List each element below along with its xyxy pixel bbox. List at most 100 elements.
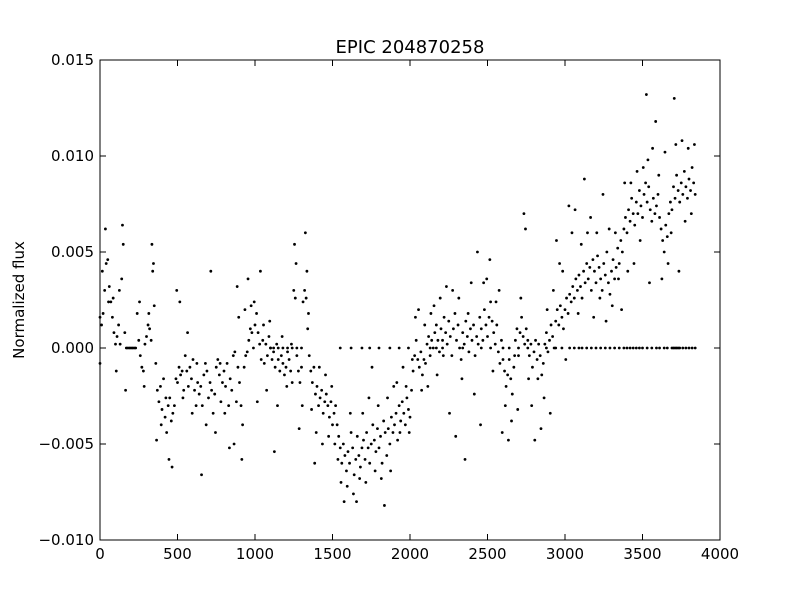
data-point xyxy=(285,385,289,388)
data-point xyxy=(355,500,358,503)
data-point xyxy=(231,354,235,358)
data-point xyxy=(410,388,413,392)
data-point xyxy=(627,208,630,212)
data-point xyxy=(636,212,640,216)
data-point xyxy=(255,400,259,404)
data-point xyxy=(100,323,103,327)
data-point xyxy=(408,415,412,419)
data-point xyxy=(414,315,417,319)
data-point xyxy=(582,269,585,273)
data-point xyxy=(205,369,209,373)
data-point xyxy=(531,365,534,369)
chart-title: EPIC 204870258 xyxy=(336,37,485,58)
data-point xyxy=(625,346,629,350)
data-point xyxy=(191,358,195,361)
data-point xyxy=(601,193,605,196)
data-point xyxy=(295,346,299,350)
data-point xyxy=(569,300,573,304)
data-point xyxy=(500,431,504,434)
data-point xyxy=(570,231,574,235)
data-point xyxy=(140,365,144,369)
data-point xyxy=(441,346,444,350)
data-point xyxy=(171,411,175,415)
data-point xyxy=(118,342,122,346)
data-point xyxy=(377,346,381,350)
data-point xyxy=(669,231,673,235)
data-point xyxy=(411,369,415,373)
data-point xyxy=(314,392,317,396)
data-point xyxy=(506,373,510,377)
data-point xyxy=(393,423,396,427)
data-point xyxy=(395,381,399,384)
data-point xyxy=(481,338,485,342)
data-point xyxy=(425,342,429,346)
data-point xyxy=(401,365,405,369)
data-point xyxy=(394,411,398,415)
data-point xyxy=(222,369,226,373)
data-point xyxy=(507,358,511,361)
data-point xyxy=(335,423,339,427)
data-point xyxy=(179,373,183,377)
data-point xyxy=(345,469,348,473)
data-point xyxy=(483,308,486,311)
data-point xyxy=(524,227,527,231)
data-point xyxy=(388,346,392,350)
data-point xyxy=(580,346,584,350)
data-point xyxy=(318,396,322,400)
data-point xyxy=(382,419,386,423)
data-point xyxy=(473,354,477,358)
data-point xyxy=(599,346,603,350)
data-point xyxy=(689,189,692,192)
data-point xyxy=(431,346,435,350)
y-tick-label: 0.000 xyxy=(51,339,94,357)
data-point xyxy=(577,273,581,277)
data-point xyxy=(605,250,609,254)
data-point xyxy=(242,365,246,369)
data-point xyxy=(165,431,169,434)
data-point xyxy=(377,446,381,450)
data-point xyxy=(117,289,121,292)
data-point xyxy=(622,227,626,231)
data-point xyxy=(567,204,571,208)
data-point xyxy=(422,358,426,361)
data-point xyxy=(245,350,249,354)
data-point xyxy=(426,385,430,388)
data-point xyxy=(107,300,110,304)
data-point xyxy=(673,196,677,200)
data-point xyxy=(613,346,616,350)
data-point xyxy=(173,404,176,407)
data-point xyxy=(402,411,406,415)
data-point xyxy=(249,304,253,308)
data-point xyxy=(213,392,217,396)
data-point xyxy=(454,434,458,438)
y-tick-label: −0.010 xyxy=(38,531,94,549)
data-point xyxy=(650,219,654,223)
data-point xyxy=(452,327,455,331)
data-point xyxy=(514,338,517,342)
data-point xyxy=(310,381,314,384)
data-point xyxy=(197,392,201,396)
data-point xyxy=(562,327,565,331)
data-point xyxy=(386,427,390,431)
data-point xyxy=(546,350,550,354)
data-point xyxy=(252,300,256,304)
data-point xyxy=(183,354,187,358)
data-point xyxy=(463,457,467,461)
data-point xyxy=(142,369,145,373)
data-point xyxy=(383,431,387,434)
data-point xyxy=(309,369,313,373)
data-point xyxy=(579,242,583,246)
data-point xyxy=(670,208,674,212)
data-point xyxy=(359,465,362,469)
data-point xyxy=(633,223,637,227)
data-point xyxy=(604,319,608,323)
data-point xyxy=(147,312,151,315)
data-point xyxy=(357,454,361,457)
data-point xyxy=(599,277,603,281)
data-point xyxy=(460,377,464,381)
data-point xyxy=(286,350,289,354)
data-point xyxy=(445,342,449,346)
data-point xyxy=(623,181,627,185)
x-tick-label: 2000 xyxy=(391,545,429,563)
data-point xyxy=(235,400,238,404)
